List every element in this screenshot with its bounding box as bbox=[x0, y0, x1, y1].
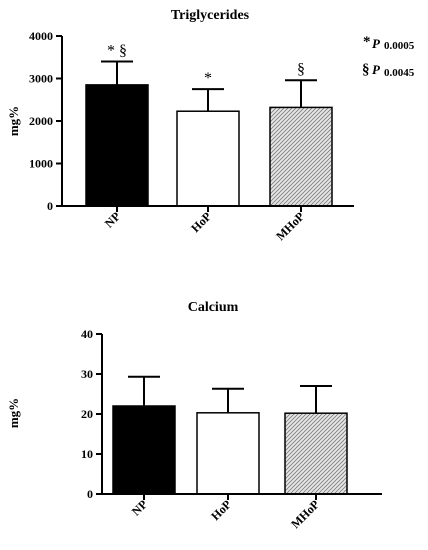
y-axis-label: mg% bbox=[6, 106, 21, 136]
legend-symbol: § bbox=[362, 62, 370, 78]
category-label: NP bbox=[102, 209, 123, 230]
y-tick-label: 30 bbox=[81, 367, 93, 381]
category-label: HoP bbox=[188, 209, 214, 235]
legend-p-value: 0.0005 bbox=[384, 40, 415, 52]
bar-mhop bbox=[269, 106, 333, 207]
legend-p-value: 0.0045 bbox=[384, 67, 415, 79]
calcium-chart: Calcium mg% 0 10 20 30 40 NP HoP MHoP bbox=[6, 300, 382, 531]
category-label: HoP bbox=[208, 497, 234, 523]
bar-hop bbox=[176, 110, 240, 207]
category-label: MHoP bbox=[273, 209, 307, 243]
significance-marker: * § bbox=[107, 43, 127, 60]
legend-p-label: P bbox=[372, 36, 381, 51]
y-tick-label: 1000 bbox=[29, 157, 53, 171]
y-tick-label: 0 bbox=[47, 199, 53, 213]
significance-legend: * P 0.0005 § P 0.0045 bbox=[362, 34, 415, 79]
y-axis-label: mg% bbox=[6, 398, 21, 428]
bar-hop bbox=[196, 412, 260, 495]
significance-marker: * bbox=[204, 70, 212, 87]
y-tick-label: 20 bbox=[81, 407, 93, 421]
y-tick-label: 40 bbox=[81, 327, 93, 341]
bar-np bbox=[85, 84, 149, 207]
significance-marker: § bbox=[297, 61, 305, 78]
chart-title: Calcium bbox=[188, 300, 239, 315]
y-tick-label: 0 bbox=[87, 487, 93, 501]
y-tick-label: 10 bbox=[81, 447, 93, 461]
y-tick-label: 3000 bbox=[29, 72, 53, 86]
legend-symbol: * bbox=[363, 34, 371, 50]
y-tick-label: 2000 bbox=[29, 114, 53, 128]
category-label: MHoP bbox=[288, 497, 322, 531]
legend-p-label: P bbox=[372, 62, 381, 77]
bar-mhop bbox=[284, 412, 348, 495]
bar-np bbox=[112, 405, 176, 495]
chart-title: Triglycerides bbox=[171, 8, 250, 23]
y-tick-label: 4000 bbox=[29, 29, 53, 43]
category-label: NP bbox=[129, 497, 150, 518]
